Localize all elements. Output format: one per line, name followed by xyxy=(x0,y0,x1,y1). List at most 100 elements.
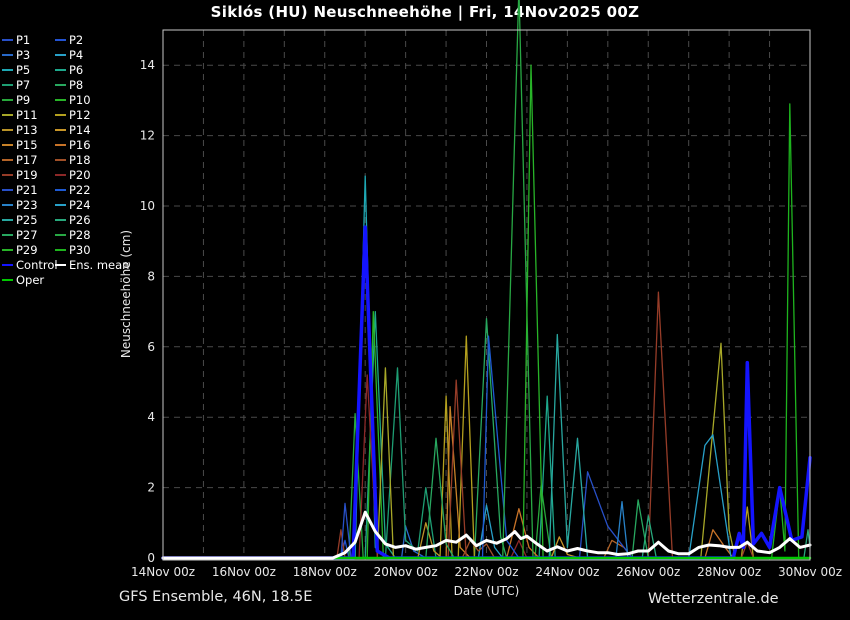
legend-label: P18 xyxy=(69,152,91,167)
legend-swatch xyxy=(55,53,66,56)
legend-swatch xyxy=(2,68,13,71)
legend-item-p19: P19 xyxy=(2,167,55,182)
x-axis-title: Date (UTC) xyxy=(454,584,520,598)
legend-label: P11 xyxy=(16,107,38,122)
legend-swatch xyxy=(55,143,66,146)
legend-item-p2: P2 xyxy=(55,32,139,47)
x-tick-label: 14Nov 00z xyxy=(131,565,195,579)
y-tick-label: 14 xyxy=(140,58,155,72)
legend-swatch xyxy=(2,263,13,266)
legend-item-p18: P18 xyxy=(55,152,139,167)
legend-item-p27: P27 xyxy=(2,227,55,242)
y-tick-label: 12 xyxy=(140,129,155,143)
series-p25 xyxy=(162,333,811,559)
legend-label: P29 xyxy=(16,242,38,257)
legend-item-p14: P14 xyxy=(55,122,139,137)
x-tick-label: 16Nov 00z xyxy=(212,565,276,579)
legend-label: P25 xyxy=(16,212,38,227)
legend-swatch xyxy=(55,98,66,101)
legend-swatch xyxy=(2,53,13,56)
legend-label: P14 xyxy=(69,122,91,137)
legend-item-p8: P8 xyxy=(55,77,139,92)
legend-label: P13 xyxy=(16,122,38,137)
legend-label: P17 xyxy=(16,152,38,167)
legend-swatch xyxy=(55,128,66,131)
legend-label: P2 xyxy=(69,32,84,47)
legend-item-p22: P22 xyxy=(55,182,139,197)
y-tick-label: 10 xyxy=(140,199,155,213)
legend-label: Control xyxy=(16,257,58,272)
legend-item-p15: P15 xyxy=(2,137,55,152)
legend-label: P4 xyxy=(69,47,84,62)
legend-label: Ens. mean xyxy=(69,257,130,272)
legend-swatch xyxy=(2,98,13,101)
legend-item-p4: P4 xyxy=(55,47,139,62)
x-tick-label: 18Nov 00z xyxy=(293,565,357,579)
legend-item-oper: Oper xyxy=(2,272,55,287)
legend-item-p23: P23 xyxy=(2,197,55,212)
x-tick-label: 26Nov 00z xyxy=(616,565,680,579)
legend-label: P9 xyxy=(16,92,31,107)
legend-swatch xyxy=(55,203,66,206)
series-p12 xyxy=(162,335,811,559)
legend-swatch xyxy=(55,263,66,266)
legend-swatch xyxy=(2,218,13,221)
legend-item-p12: P12 xyxy=(55,107,139,122)
x-tick-label: 28Nov 00z xyxy=(697,565,761,579)
plot-border xyxy=(162,29,811,561)
x-tick-label: 20Nov 00z xyxy=(374,565,438,579)
legend-label: P20 xyxy=(69,167,91,182)
legend-label: P21 xyxy=(16,182,38,197)
series-ens-mean xyxy=(161,510,812,560)
legend-item-p30: P30 xyxy=(55,242,139,257)
model-info-label: GFS Ensemble, 46N, 18.5E xyxy=(119,589,313,605)
legend-label: P23 xyxy=(16,197,38,212)
legend-item-p17: P17 xyxy=(2,152,55,167)
legend-item-p28: P28 xyxy=(55,227,139,242)
legend-swatch xyxy=(2,128,13,131)
y-tick-label: 6 xyxy=(147,340,155,354)
legend-label: P10 xyxy=(69,92,91,107)
legend-item-p24: P24 xyxy=(55,197,139,212)
legend-swatch xyxy=(55,113,66,116)
legend-item-p11: P11 xyxy=(2,107,55,122)
x-tick-label: 22Nov 00z xyxy=(454,565,518,579)
legend-swatch xyxy=(2,113,13,116)
y-tick-label: 4 xyxy=(147,410,155,424)
legend-swatch xyxy=(55,188,66,191)
legend-label: P24 xyxy=(69,197,91,212)
legend-swatch xyxy=(55,173,66,176)
legend-swatch xyxy=(2,233,13,236)
site-credit-label: Wetterzentrale.de xyxy=(648,591,779,607)
legend-item-p3: P3 xyxy=(2,47,55,62)
legend-label: P22 xyxy=(69,182,91,197)
legend-label: P12 xyxy=(69,107,91,122)
y-tick-label: 2 xyxy=(147,481,155,495)
legend-label: P5 xyxy=(16,62,31,77)
legend-label: P26 xyxy=(69,212,91,227)
legend-swatch xyxy=(2,83,13,86)
legend-label: P15 xyxy=(16,137,38,152)
legend-item-ens-mean: Ens. mean xyxy=(55,257,139,272)
legend-label: P19 xyxy=(16,167,38,182)
series-p22 xyxy=(162,335,811,559)
legend-item-control: Control xyxy=(2,257,58,272)
page-title: Siklós (HU) Neuschneehöhe | Fri, 14Nov20… xyxy=(210,3,640,21)
legend-label: P7 xyxy=(16,77,31,92)
legend-swatch xyxy=(55,218,66,221)
legend-item-p13: P13 xyxy=(2,122,55,137)
legend: P1 P2 P3 P4 P5 P6 P7 P8 P9 P10 P11 P12 P13 P14 P15 P16 P… xyxy=(2,32,139,287)
y-tick-label: 8 xyxy=(147,269,155,283)
legend-swatch xyxy=(2,203,13,206)
legend-item-p25: P25 xyxy=(2,212,55,227)
legend-item-p9: P9 xyxy=(2,92,55,107)
legend-swatch xyxy=(2,278,13,281)
legend-label: P27 xyxy=(16,227,38,242)
legend-item-p16: P16 xyxy=(55,137,139,152)
legend-item-p5: P5 xyxy=(2,62,55,77)
legend-swatch xyxy=(2,173,13,176)
legend-label: Oper xyxy=(16,272,45,287)
legend-label: P1 xyxy=(16,32,31,47)
